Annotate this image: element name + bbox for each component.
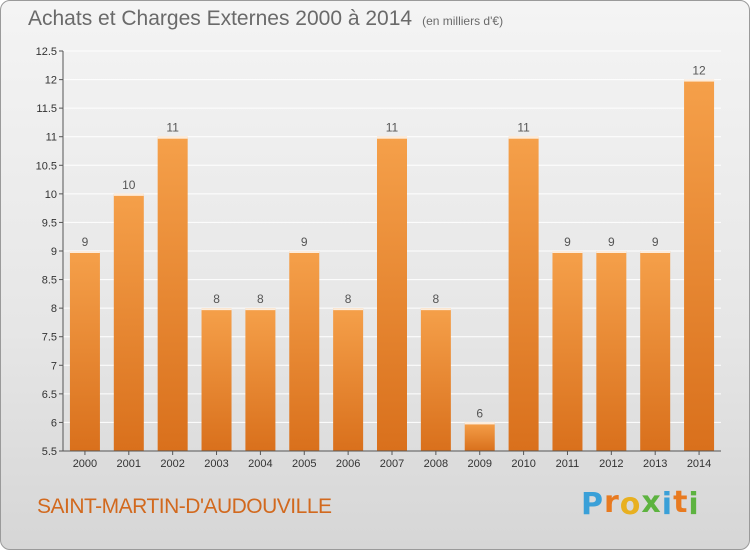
bar-2013[interactable] [640, 251, 671, 451]
x-tick-label: 2009 [467, 458, 491, 470]
bar-value-label: 9 [652, 235, 659, 249]
y-tick-label: 6.5 [42, 389, 57, 401]
bar-highlight [113, 193, 144, 196]
y-tick-label: 9 [51, 246, 57, 258]
y-tick-label: 11.5 [36, 103, 57, 115]
bar-highlight [596, 251, 627, 253]
bar-highlight [289, 251, 320, 253]
bar-value-label: 8 [433, 292, 440, 306]
y-tick-label: 11 [46, 132, 57, 144]
bar-2007[interactable] [377, 136, 407, 451]
bar-2008[interactable] [420, 308, 451, 451]
bar-2001[interactable] [113, 193, 144, 451]
bar-highlight [552, 251, 583, 253]
chart-unit-label: (en milliers d'€) [422, 14, 504, 28]
bar-2012[interactable] [596, 251, 627, 451]
x-tick-label: 2014 [687, 458, 711, 470]
bar-highlight [333, 308, 364, 311]
x-tick-label: 2004 [248, 458, 272, 470]
y-tick-label: 8 [51, 303, 57, 315]
bar-2009[interactable] [464, 422, 495, 451]
bar-value-label: 9 [301, 235, 308, 249]
bar-2004[interactable] [245, 308, 276, 451]
bar-2011[interactable] [552, 251, 583, 451]
x-tick-label: 2002 [160, 458, 184, 470]
x-tick-label: 2003 [204, 458, 228, 470]
x-tick-label: 2007 [380, 458, 404, 470]
logo-letter: x [641, 485, 662, 520]
y-tick-label: 12.5 [36, 46, 57, 58]
y-tick-label: 8.5 [42, 275, 57, 287]
bar-highlight [684, 79, 715, 82]
y-tick-label: 12 [45, 75, 57, 87]
bar-value-label: 12 [692, 64, 706, 78]
bar-2003[interactable] [201, 308, 232, 451]
proxiti-logo[interactable]: Proxiti [581, 485, 700, 522]
y-tick-label: 7.5 [42, 332, 57, 344]
bar-highlight [377, 136, 407, 139]
logo-letter: i [688, 487, 700, 522]
chart-title: Achats et Charges Externes 2000 à 2014 (e… [28, 7, 503, 31]
bar-value-label: 9 [82, 235, 89, 249]
commune-name: SAINT-MARTIN-D'AUDOUVILLE [37, 495, 332, 518]
bar-value-label: 9 [564, 235, 571, 249]
bars: 9 10 11 8 8 9 8 11 8 6 11 9 9 9 12 [69, 64, 715, 452]
bar-value-label: 8 [345, 292, 352, 306]
bar-highlight [640, 251, 671, 253]
bar-2006[interactable] [333, 308, 364, 451]
bar-value-label: 11 [517, 121, 530, 135]
chart-title-text: Achats et Charges Externes 2000 à 2014 [28, 7, 413, 30]
logo-letter: P [581, 487, 604, 522]
bar-highlight [201, 308, 232, 311]
bar-highlight [420, 308, 451, 311]
bar-value-label: 8 [257, 292, 264, 306]
x-tick-label: 2006 [336, 458, 360, 470]
bar-value-label: 11 [386, 121, 399, 135]
x-tick-label: 2013 [643, 458, 667, 470]
x-axis: 2000 2001 2002 2003 2004 2005 2006 2007 2008 2009… [63, 450, 721, 470]
y-tick-label: 10 [45, 189, 57, 201]
y-axis: 5.5 6 6.5 7 7.5 8 8.5 9 9.5 10 10.5 11 11.5 12 12.5 [36, 46, 64, 458]
bar-value-label: 10 [122, 178, 136, 192]
x-tick-label: 2010 [511, 458, 535, 470]
bar-highlight [508, 136, 539, 139]
y-tick-label: 5.5 [42, 446, 57, 458]
x-tick-label: 2011 [556, 458, 580, 470]
logo-letter: t [673, 485, 689, 520]
bar-value-label: 6 [476, 406, 483, 420]
y-tick-label: 7 [51, 360, 57, 372]
x-tick-label: 2008 [424, 458, 448, 470]
logo-letter: r [604, 485, 620, 520]
bar-2014[interactable] [684, 79, 715, 452]
bar-highlight [157, 136, 188, 139]
logo-letter: i [661, 487, 674, 522]
bar-highlight [69, 251, 100, 253]
logo-letter: o [619, 487, 642, 522]
y-tick-label: 6 [51, 417, 57, 429]
x-tick-label: 2012 [599, 458, 623, 470]
bar-value-label: 8 [213, 292, 220, 306]
x-tick-label: 2005 [292, 458, 316, 470]
x-tick-label: 2001 [117, 458, 141, 470]
bar-2005[interactable] [289, 251, 320, 451]
bar-highlight [245, 308, 276, 311]
x-tick-label: 2000 [73, 458, 97, 470]
y-tick-label: 9.5 [42, 217, 57, 229]
bar-value-label: 9 [608, 235, 615, 249]
bar-highlight [464, 422, 495, 425]
bar-2010[interactable] [508, 136, 539, 451]
bar-value-label: 11 [166, 121, 179, 135]
bar-2000[interactable] [69, 251, 100, 451]
bar-2002[interactable] [157, 136, 188, 451]
y-tick-label: 10.5 [36, 160, 57, 172]
